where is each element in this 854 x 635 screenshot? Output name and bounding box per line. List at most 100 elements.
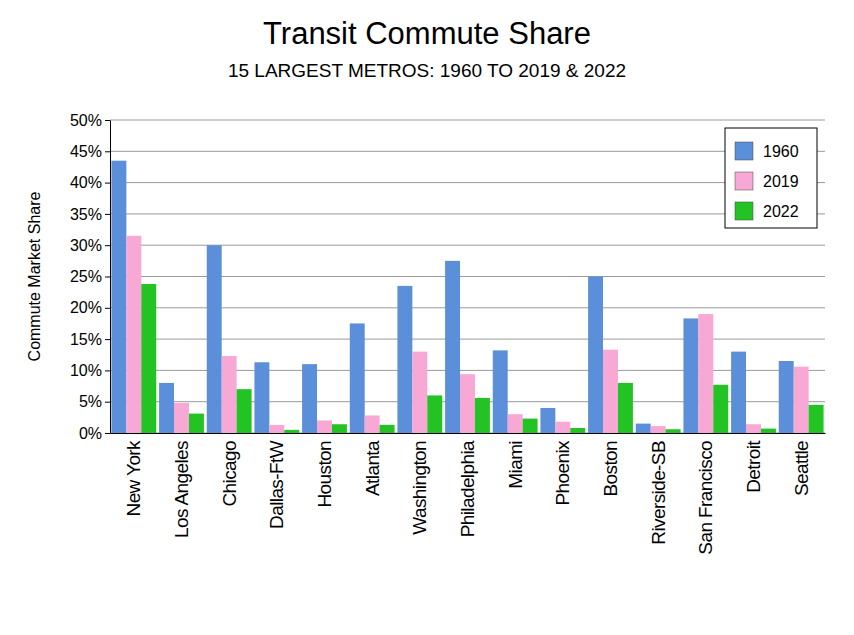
bar <box>809 405 824 433</box>
y-tick-label: 15% <box>70 331 102 348</box>
y-tick: 5% <box>79 393 110 410</box>
y-axis-line <box>110 121 111 434</box>
y-tick-mark <box>105 308 110 309</box>
x-tick: Detroit <box>743 433 764 493</box>
y-tick-label: 25% <box>70 268 102 285</box>
bar <box>332 424 347 433</box>
bar <box>397 286 412 433</box>
bar <box>365 415 380 433</box>
x-axis-line <box>111 433 826 434</box>
bar <box>794 367 809 433</box>
bar <box>284 430 299 433</box>
y-tick-label: 20% <box>70 299 102 316</box>
y-tick: 50% <box>70 112 110 129</box>
legend-label: 1960 <box>763 143 799 160</box>
title: Transit Commute Share <box>263 16 591 51</box>
bar <box>222 356 237 433</box>
bar <box>698 314 713 433</box>
x-tick-label: Phoenix <box>552 440 573 506</box>
bar <box>779 361 794 433</box>
y-tick-label: 35% <box>70 206 102 223</box>
y-tick-mark <box>105 277 110 278</box>
bar <box>713 385 728 433</box>
grid <box>110 120 825 433</box>
bar <box>761 429 776 433</box>
y-tick-mark <box>105 183 110 184</box>
x-tick: San Francisco <box>695 433 716 555</box>
y-tick-mark <box>105 370 110 371</box>
plot: 0% 5% 10% 15% 20% 25% 30% 35% 40% 45% 50% New YorkL… <box>70 112 826 555</box>
x-tick-label: Riverside-SB <box>648 441 669 545</box>
x-tick-label: Detroit <box>743 440 764 493</box>
legend-swatch <box>735 172 753 190</box>
bar <box>588 277 603 434</box>
legend-entry: 2019 <box>735 172 799 190</box>
x-tick-label: Seattle <box>791 441 812 496</box>
bar <box>746 424 761 433</box>
bar-series <box>111 161 793 433</box>
legend-label: 2019 <box>763 173 799 190</box>
y-tick: 40% <box>70 174 110 191</box>
y-tick-mark <box>105 402 110 403</box>
legend: 1960 2019 2022 <box>725 128 817 228</box>
x-axis: New YorkLos AngelesChicagoDallas-FtWHous… <box>111 433 826 555</box>
y-tick: 10% <box>70 362 110 379</box>
y-tick-label: 30% <box>70 237 102 254</box>
x-tick: Philadelphia <box>457 433 478 537</box>
bar-series <box>126 236 808 433</box>
bar <box>254 362 269 433</box>
bar <box>570 428 585 433</box>
x-tick-label: Houston <box>314 441 335 508</box>
x-tick-label: Miami <box>505 441 526 489</box>
bar <box>540 408 555 433</box>
x-tick-label: Washington <box>409 441 430 535</box>
y-tick-mark <box>105 433 110 434</box>
bar <box>508 414 523 433</box>
bar <box>159 383 174 433</box>
legend-box <box>725 128 817 228</box>
y-axis: 0% 5% 10% 15% 20% 25% 30% 35% 40% 45% 50% <box>70 112 111 442</box>
y-tick-mark <box>105 339 110 340</box>
x-tick: Miami <box>505 433 526 489</box>
x-tick: Phoenix <box>552 433 573 505</box>
bar <box>683 318 698 433</box>
y-tick: 15% <box>70 331 110 348</box>
y-tick-mark <box>105 214 110 215</box>
y-tick: 0% <box>79 425 110 442</box>
y-tick: 25% <box>70 268 110 285</box>
bar <box>523 419 538 433</box>
bar <box>412 352 427 433</box>
bars <box>111 161 823 433</box>
y-tick-label: 0% <box>79 425 102 442</box>
y-tick-label: 10% <box>70 362 102 379</box>
grid-line <box>110 151 825 152</box>
x-tick-label: Atlanta <box>362 440 383 496</box>
y-tick: 30% <box>70 237 110 254</box>
bar <box>317 420 332 433</box>
bar <box>302 364 317 433</box>
bar-series <box>141 284 823 433</box>
bar <box>207 245 222 433</box>
bar <box>555 422 570 433</box>
bar <box>111 161 126 433</box>
y-tick-mark <box>105 151 110 152</box>
y-tick-label: 45% <box>70 143 102 160</box>
bar <box>731 352 746 433</box>
bar <box>618 383 633 433</box>
x-tick-label: Boston <box>600 441 621 497</box>
bar <box>460 374 475 433</box>
legend-entry: 1960 <box>735 142 799 160</box>
bar <box>380 425 395 433</box>
bar <box>269 425 284 433</box>
bar <box>603 350 618 433</box>
y-tick-label: 50% <box>70 112 102 129</box>
bar <box>666 429 681 433</box>
legend-entry: 2022 <box>735 202 799 220</box>
x-tick: Riverside-SB <box>648 433 669 545</box>
bar <box>189 414 204 433</box>
bar <box>651 426 666 433</box>
subtitle: 15 LARGEST METROS: 1960 TO 2019 & 2022 <box>228 60 626 81</box>
bar <box>141 284 156 433</box>
x-tick-label: Chicago <box>219 441 240 507</box>
x-tick-label: San Francisco <box>695 441 716 555</box>
